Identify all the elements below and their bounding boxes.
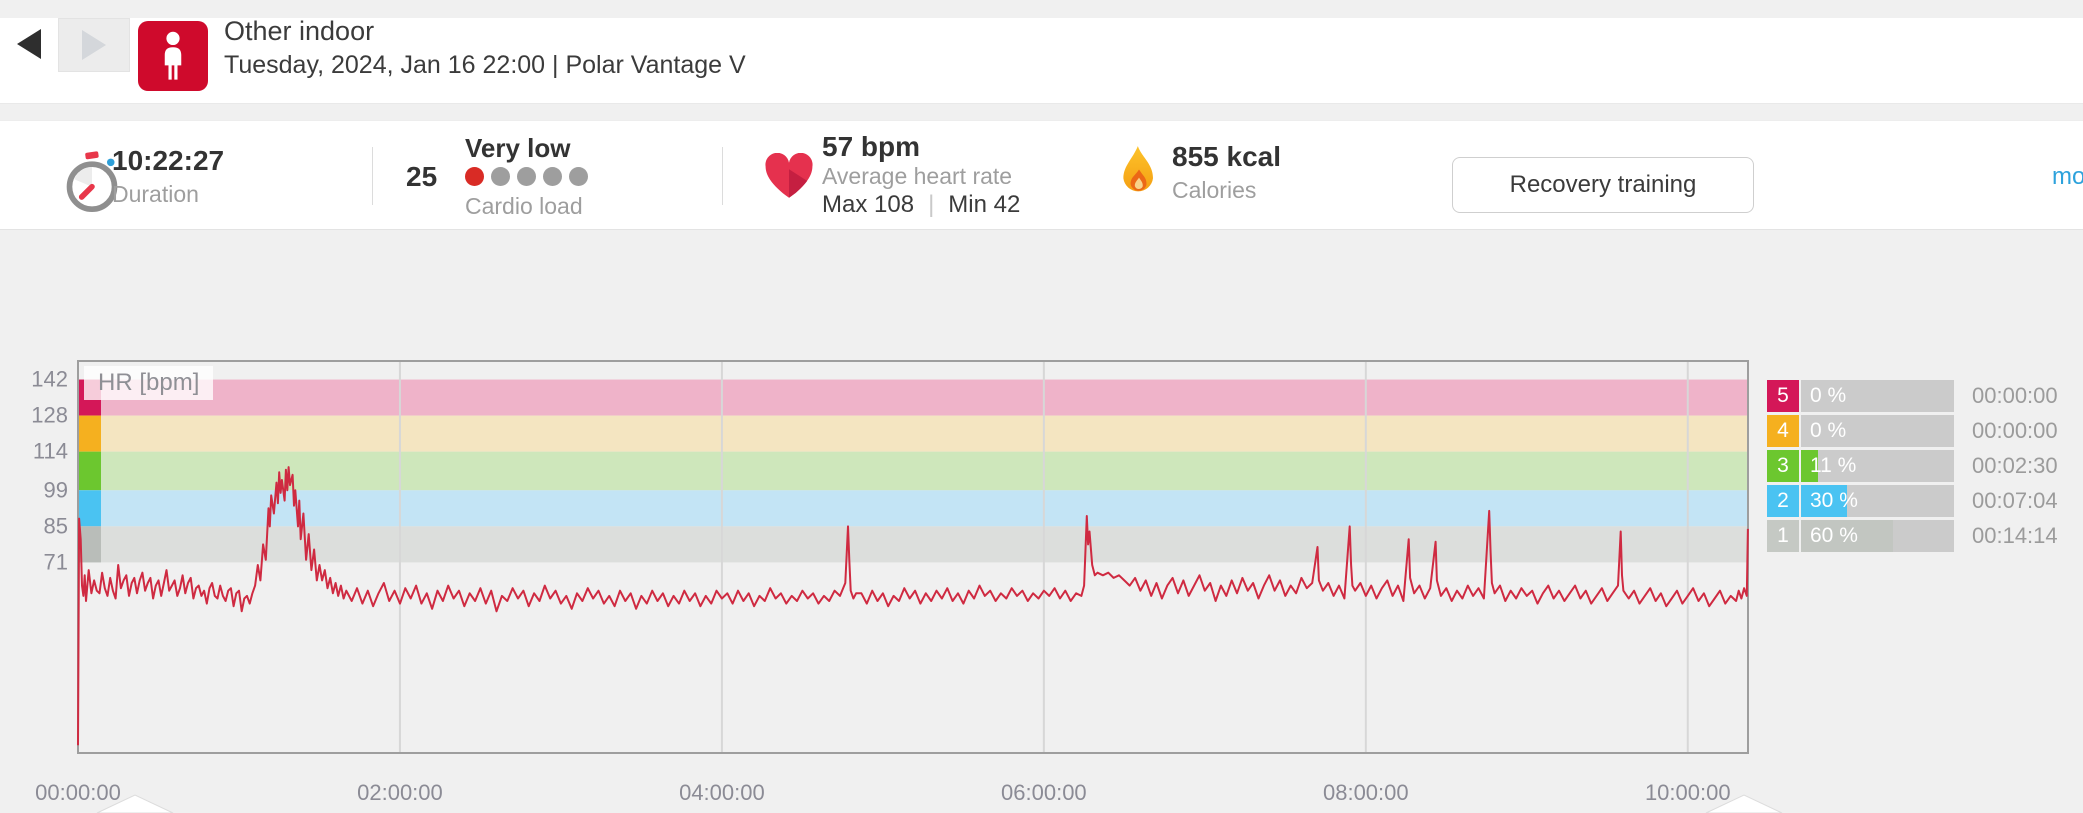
left-range-handle[interactable]	[96, 794, 174, 813]
zone-band	[78, 379, 1748, 416]
zone-time: 00:00:00	[1972, 418, 2058, 443]
x-axis-tick-label: 04:00:00	[679, 780, 765, 805]
back-arrow-icon	[16, 29, 41, 59]
zone-row: 2 30 % 00:07:04	[1767, 485, 2058, 517]
x-axis-tick-label: 02:00:00	[357, 780, 443, 805]
x-axis-tick-label: 10:00:00	[1645, 780, 1731, 805]
header: Other indoor Tuesday, 2024, Jan 16 22:00…	[0, 16, 2083, 104]
hr-min: Min 42	[948, 191, 1021, 218]
zone-percent-bar: 0 %	[1801, 380, 1954, 412]
calories-value: 855 kcal	[1172, 141, 1281, 172]
next-session-button[interactable]	[58, 18, 130, 72]
y-axis-tick-label: 85	[44, 513, 68, 538]
zone-row: 5 0 % 00:00:00	[1767, 380, 2058, 412]
zone-percent-fill	[1801, 520, 1893, 552]
zone-percent-label: 60 %	[1810, 524, 1858, 547]
avg-hr-value: 57 bpm	[822, 131, 921, 162]
hr-line	[77, 466, 1749, 746]
zone-time: 00:14:14	[1972, 523, 2058, 548]
zone-number: 3	[1767, 450, 1799, 482]
zone-time: 00:02:30	[1972, 453, 2058, 478]
divider	[722, 147, 723, 205]
zone-strip-segment	[79, 490, 101, 527]
zone-strip-segment	[79, 526, 101, 563]
x-axis-tick-label: 00:00:00	[35, 780, 121, 805]
flame-icon	[1123, 146, 1153, 192]
hr-zones-table: 5 0 % 00:00:00 4 0 % 00:00:00 3 11 % 00:02:30 2 30…	[1767, 380, 2058, 555]
zone-band	[78, 490, 1748, 527]
more-link[interactable]: mo	[2052, 163, 2083, 190]
x-axis-tick-label: 08:00:00	[1323, 780, 1409, 805]
cardio-dot-empty	[491, 167, 510, 186]
zone-percent-bar: 11 %	[1801, 450, 1954, 482]
zone-strip-segment	[79, 415, 101, 452]
cardio-dot-filled	[465, 167, 484, 186]
session-subtitle: Tuesday, 2024, Jan 16 22:00 | Polar Vant…	[224, 51, 746, 79]
cardio-dot-empty	[517, 167, 536, 186]
zone-percent-fill	[1801, 450, 1818, 482]
y-axis-tick-label: 128	[31, 403, 68, 428]
zone-band	[78, 526, 1748, 563]
zone-row: 3 11 % 00:02:30	[1767, 450, 2058, 482]
cardio-load-level: Very low	[465, 133, 571, 163]
cardio-load-value: 25	[406, 161, 438, 192]
cardio-dot-empty	[543, 167, 562, 186]
zone-percent-label: 11 %	[1810, 454, 1857, 477]
heart-icon	[765, 153, 813, 198]
zone-percent-bar: 60 %	[1801, 520, 1954, 552]
previous-session-button[interactable]	[0, 18, 57, 70]
duration-value: 10:22:27	[112, 145, 225, 176]
zone-percent-fill	[1801, 485, 1847, 517]
zone-strip-segment	[79, 451, 101, 491]
cardio-load-label: Cardio load	[465, 193, 583, 219]
hr-max: Max 108	[822, 191, 915, 218]
hr-max-min: Max 108 | Min 42	[822, 191, 1020, 219]
chart-series-label: HR [bpm]	[84, 366, 214, 400]
summary-bar: 10:22:27 Duration 25 Very low Cardio loa…	[0, 120, 2083, 230]
x-axis-tick-label: 06:00:00	[1001, 780, 1087, 805]
page-title: Other indoor	[224, 16, 375, 46]
zone-percent-label: 0 %	[1810, 384, 1847, 407]
zone-band	[78, 415, 1748, 452]
duration-label: Duration	[112, 181, 199, 207]
calories-label: Calories	[1172, 177, 1257, 203]
zone-number: 5	[1767, 380, 1799, 412]
zone-percent-bar: 0 %	[1801, 415, 1954, 447]
avg-hr-label: Average heart rate	[822, 163, 1013, 189]
zone-row: 1 60 % 00:14:14	[1767, 520, 2058, 552]
forward-arrow-icon	[82, 30, 106, 60]
y-axis-tick-label: 114	[33, 439, 68, 464]
y-axis-tick-label: 142	[31, 367, 68, 392]
y-axis-tick-label: 71	[44, 549, 68, 574]
cardio-load-dots	[465, 167, 588, 186]
zone-number: 4	[1767, 415, 1799, 447]
indoor-person-icon	[138, 21, 208, 91]
zone-time: 00:07:04	[1972, 488, 2058, 513]
stopwatch-icon	[66, 151, 118, 212]
zone-number: 2	[1767, 485, 1799, 517]
cardio-dot-empty	[569, 167, 588, 186]
right-range-handle[interactable]	[1705, 794, 1783, 813]
zone-percent-bar: 30 %	[1801, 485, 1954, 517]
zone-number: 1	[1767, 520, 1799, 552]
y-axis-tick-label: 99	[44, 477, 68, 502]
divider	[372, 147, 373, 205]
zone-time: 00:00:00	[1972, 383, 2058, 408]
max-min-separator: |	[928, 191, 935, 218]
zone-row: 4 0 % 00:00:00	[1767, 415, 2058, 447]
zone-percent-label: 30 %	[1810, 489, 1858, 512]
zone-band	[78, 451, 1748, 491]
zone-percent-label: 0 %	[1810, 419, 1847, 442]
recovery-training-button[interactable]: Recovery training	[1452, 157, 1754, 213]
